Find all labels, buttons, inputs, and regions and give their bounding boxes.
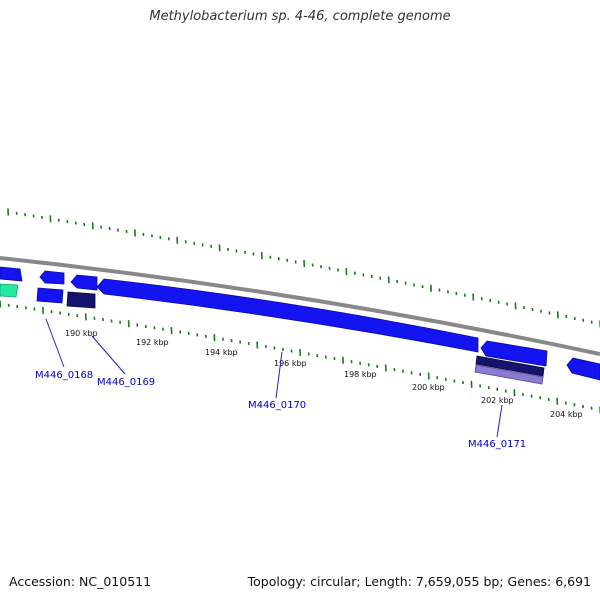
scale-ticks: [0, 300, 600, 414]
map-title: Methylobacterium sp. 4-46, complete geno…: [149, 9, 451, 24]
gene-feature-m446-0171-upper[interactable]: [480, 340, 548, 367]
gene-label-m446-0171[interactable]: M446_0171: [468, 439, 526, 450]
leader-line: [275, 351, 283, 399]
gene-feature-m446-0168[interactable]: [36, 287, 64, 304]
gene-feature-m446-0170[interactable]: [96, 278, 479, 353]
scale-labels: 190 kbp 192 kbp 194 kbp 196 kbp 198 kbp …: [65, 329, 583, 419]
genome-summary: Topology: circular; Length: 7,659,055 bp…: [247, 574, 591, 589]
scale-label: 196 kbp: [274, 359, 307, 368]
scale-label: 200 kbp: [412, 383, 445, 392]
gene-label-m446-0170[interactable]: M446_0170: [248, 400, 306, 411]
scale-label: 190 kbp: [65, 329, 98, 338]
gene-feature-green[interactable]: [0, 283, 19, 298]
gene-feature-m446-0169-upper[interactable]: [70, 274, 98, 291]
accession-label: Accession: NC_010511: [9, 574, 152, 589]
gene-feature-right-partial[interactable]: [566, 357, 600, 381]
gene-feature-m446-0168-upper[interactable]: [39, 270, 65, 285]
gene-label-leaders: [45, 318, 503, 438]
scale-label: 198 kbp: [344, 370, 377, 379]
leader-line: [91, 335, 126, 375]
gene-features: [0, 266, 600, 385]
genome-backbone: [0, 256, 600, 356]
gene-labels: M446_0168 M446_0169 M446_0170 M446_0171: [35, 370, 526, 450]
gene-feature-left-partial[interactable]: [0, 266, 23, 282]
gene-feature-m446-0171[interactable]: [475, 355, 545, 377]
scale-label: 194 kbp: [205, 348, 238, 357]
gene-label-m446-0168[interactable]: M446_0168: [35, 370, 93, 381]
scale-label: 202 kbp: [481, 396, 514, 405]
leader-line: [45, 318, 65, 368]
forward-strand-ticks: [7, 208, 600, 328]
scale-label: 204 kbp: [550, 410, 583, 419]
gene-label-m446-0169[interactable]: M446_0169: [97, 377, 155, 388]
gene-feature-m446-0169[interactable]: [66, 291, 96, 309]
scale-label: 192 kbp: [136, 338, 169, 347]
leader-line: [496, 404, 503, 438]
gene-feature-m446-0171-lower[interactable]: [474, 364, 544, 385]
